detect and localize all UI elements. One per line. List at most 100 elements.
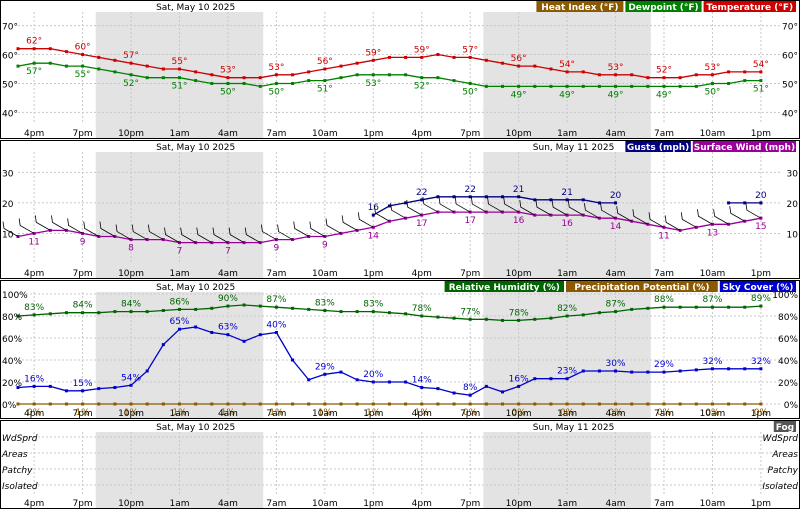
legend-entry: Gusts (mph) (627, 143, 689, 153)
data-label: 9 (322, 241, 328, 251)
x-tick-label: 10pm (118, 269, 144, 279)
data-point (517, 84, 521, 88)
data-point (597, 402, 601, 406)
data-label: 49° (559, 90, 575, 100)
data-point (355, 73, 359, 77)
x-tick-label: 1am (557, 499, 577, 509)
night-band (95, 152, 264, 278)
legend-entry: Relative Humidity (%) (449, 283, 560, 293)
wind-barb (212, 227, 229, 243)
panel-wind: 11 9 8 7 7 9 9 14 17 17 16 16 14 11 13 15 16 22 22 21 21 20 20 (2, 185, 767, 257)
wind-barb (697, 209, 713, 225)
wind-barb (374, 206, 390, 222)
data-point (597, 201, 601, 205)
series-precipitation-potential: 0% 1% 1% 1% 1% 1% 1% 1% 1% 0% 0% 0% 0% 0% 0% 0% (16, 402, 768, 418)
data-label: 7 (177, 247, 183, 257)
data-label: 23% (557, 367, 577, 377)
data-point (404, 312, 408, 316)
data-point (614, 369, 618, 373)
data-point (339, 402, 343, 406)
data-point (501, 402, 504, 406)
data-label: 56° (511, 54, 527, 64)
data-label: 53° (268, 63, 284, 73)
data-point (694, 305, 698, 309)
data-point (710, 305, 714, 309)
x-tick-label: 1pm (363, 129, 383, 139)
data-point (501, 318, 504, 322)
data-point (32, 313, 36, 317)
data-point (694, 402, 698, 406)
data-point (210, 331, 214, 334)
data-point (581, 402, 585, 406)
data-label: 59° (365, 48, 381, 58)
data-point (484, 58, 488, 62)
data-label: 50° (704, 87, 720, 97)
data-label: 21 (561, 188, 572, 198)
data-point (48, 384, 52, 388)
legend-entry: Temperature (°F) (706, 3, 793, 13)
data-point (323, 67, 327, 71)
legend-entry: Sky Cover (%) (722, 283, 793, 293)
data-label: 0% (560, 408, 575, 418)
data-point (420, 198, 424, 202)
x-tick-label: 10am (312, 269, 338, 279)
data-point (274, 81, 278, 85)
wind-barb (164, 227, 180, 243)
data-point (743, 201, 747, 205)
data-point (64, 50, 68, 54)
data-point (210, 402, 214, 406)
data-point (743, 305, 747, 309)
data-point (291, 358, 295, 362)
night-band (95, 12, 264, 138)
data-point (549, 316, 553, 320)
data-point (630, 84, 634, 88)
data-point (484, 384, 488, 388)
data-point (64, 402, 68, 406)
data-point (662, 402, 666, 406)
x-tick-label: 4am (218, 129, 238, 139)
data-point (48, 61, 52, 65)
data-label: 83% (24, 303, 44, 313)
data-point (694, 73, 698, 77)
data-label: 0% (608, 408, 623, 418)
data-label: 22 (464, 185, 475, 195)
series-relative-humidity: 83% 84% 84% 86% 90% 87% 83% 83% 78% 77% 78% 82% 87% 8… (16, 294, 771, 322)
data-point (323, 79, 327, 83)
data-point (597, 73, 601, 77)
y-tick-label-left: 20% (2, 379, 22, 389)
data-point (307, 70, 311, 74)
data-point (404, 73, 408, 77)
data-point (274, 402, 278, 406)
data-point (614, 310, 618, 314)
data-point (161, 402, 165, 406)
data-point (597, 369, 601, 373)
data-label: 1% (318, 408, 333, 418)
data-label: 54° (559, 60, 575, 70)
x-tick-label: 10am (700, 269, 726, 279)
data-label: 57° (26, 67, 42, 77)
data-point (129, 73, 133, 77)
data-point (113, 386, 117, 389)
data-point (129, 402, 133, 406)
data-point (355, 402, 359, 406)
data-point (339, 64, 343, 68)
legend-swatch (703, 0, 796, 12)
data-point (565, 198, 569, 202)
data-point (436, 53, 440, 57)
data-point (501, 195, 504, 199)
data-label: 52° (123, 79, 139, 89)
wind-barb (584, 203, 600, 219)
data-point (178, 67, 181, 71)
data-point (533, 84, 537, 88)
data-point (727, 81, 731, 85)
x-tick-label: 10pm (506, 269, 532, 279)
data-point (161, 343, 165, 347)
data-point (194, 307, 198, 311)
wind-barb (309, 221, 326, 237)
data-point (129, 383, 133, 387)
y-tick-label-right: 60% (778, 335, 798, 345)
data-label: 32% (702, 357, 722, 367)
data-point (194, 402, 198, 406)
wind-barb (357, 212, 374, 228)
data-point (291, 81, 295, 85)
